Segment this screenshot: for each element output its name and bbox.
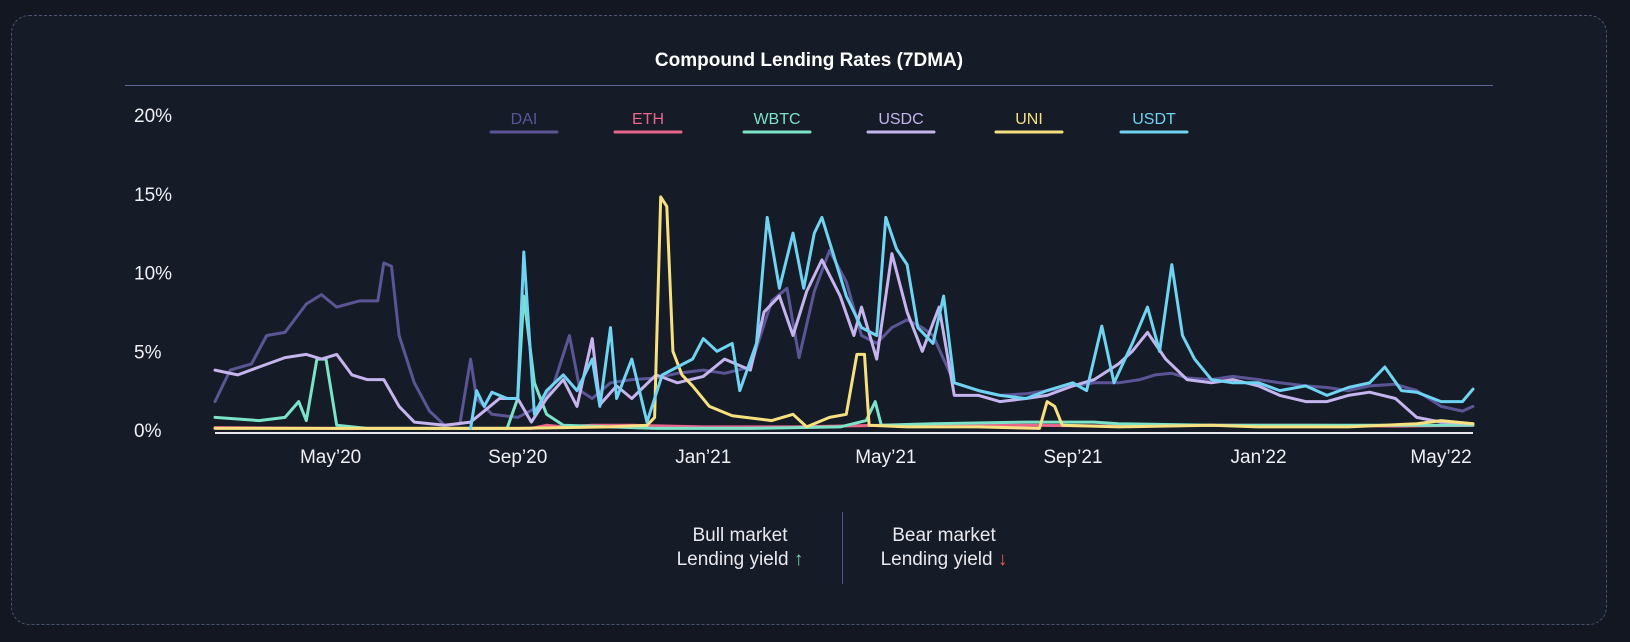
bear-market-note: Bear market Lending yield ↓ (864, 524, 1024, 572)
y-tick-label: 15% (134, 185, 172, 206)
legend-label-eth: ETH (632, 111, 664, 128)
arrow-down-icon: ↓ (997, 549, 1008, 570)
footer-divider (842, 512, 843, 584)
series-line-wbtc (213, 294, 1475, 430)
x-tick-label: May’21 (855, 447, 916, 468)
legend: DAI ETH WBTC USDC UNI USDT (489, 111, 1189, 134)
bull-market-note: Bull market Lending yield ↑ (660, 524, 820, 572)
x-tick-label: Jan’22 (1231, 447, 1287, 468)
bear-line2-row: Lending yield ↓ (864, 548, 1024, 572)
bull-line2-row: Lending yield ↑ (660, 548, 820, 572)
chart-title: Compound Lending Rates (7DMA) (654, 50, 964, 71)
series-line-usdt (469, 215, 1475, 430)
y-axis: 0% 5% 10% 15% 20% (134, 106, 172, 442)
bull-line2: Lending yield (676, 549, 789, 570)
y-tick-label: 5% (134, 342, 162, 363)
series-line-dai (213, 248, 1475, 427)
legend-label-uni: UNI (1015, 111, 1043, 128)
arrow-up-icon: ↑ (793, 549, 804, 570)
x-tick-label: Sep’21 (1043, 447, 1102, 468)
x-tick-label: Jan’21 (675, 447, 731, 468)
legend-label-wbtc: WBTC (753, 111, 800, 128)
x-tick-label: May’20 (300, 447, 361, 468)
x-tick-label: May’22 (1410, 447, 1471, 468)
y-tick-label: 0% (134, 421, 162, 442)
y-tick-label: 20% (134, 106, 172, 127)
legend-label-dai: DAI (511, 111, 538, 128)
bear-line2: Lending yield (880, 549, 993, 570)
series-lines (213, 195, 1475, 430)
y-tick-label: 10% (134, 264, 172, 285)
series-line-usdc (213, 252, 1475, 427)
series-line-uni (213, 195, 1475, 430)
title-divider (125, 85, 1493, 86)
legend-label-usdt: USDT (1132, 111, 1176, 128)
legend-label-usdc: USDC (878, 111, 923, 128)
bull-line1: Bull market (692, 525, 788, 546)
x-axis: May’20 Sep’20 Jan’21 May’21 Sep’21 Jan’22 May’… (300, 447, 1472, 468)
x-tick-label: Sep’20 (488, 447, 547, 468)
bear-line1: Bear market (892, 525, 996, 546)
